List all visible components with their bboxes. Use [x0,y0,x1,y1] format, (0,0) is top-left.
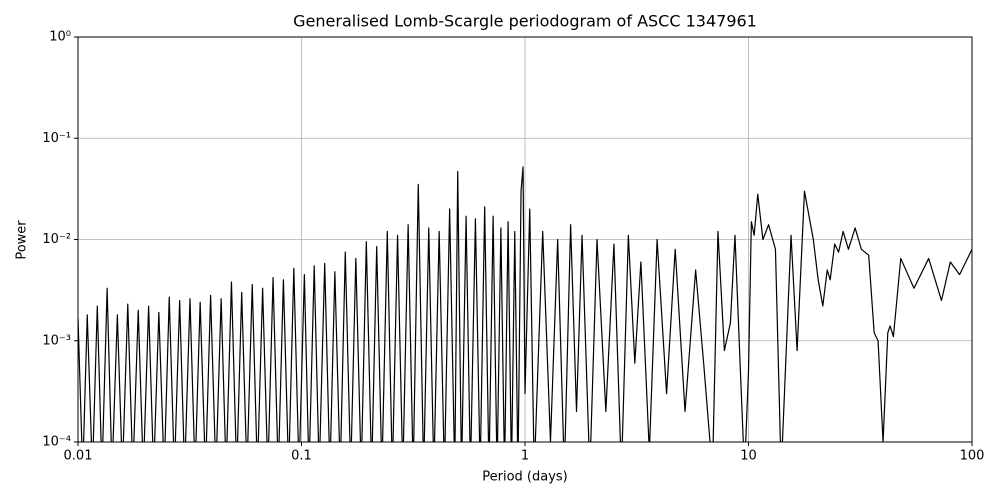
chart-title: Generalised Lomb-Scargle periodogram of … [293,12,757,31]
y-axis-label: Power [15,220,30,260]
x-tick-label: 10 [740,449,757,464]
y-tick-label: 10⁻¹ [42,131,71,146]
x-tick-label: 0.1 [291,449,312,464]
y-tick-label: 10⁻³ [42,333,71,348]
x-tick-label: 100 [960,449,985,464]
y-tick-label: 10⁻² [42,232,71,247]
y-tick-label: 10⁰ [49,30,71,45]
x-axis-label: Period (days) [482,470,568,485]
x-tick-label: 0.01 [64,449,93,464]
periodogram-line [78,166,972,442]
y-tick-label: 10⁻⁴ [42,435,71,450]
x-tick-label: 1 [521,449,529,464]
ticks: 0.01 0.1 1 10 100 10⁻⁴ 10⁻³ 10⁻² 10⁻¹ 10⁰ [42,30,984,464]
plot-area [78,166,972,442]
